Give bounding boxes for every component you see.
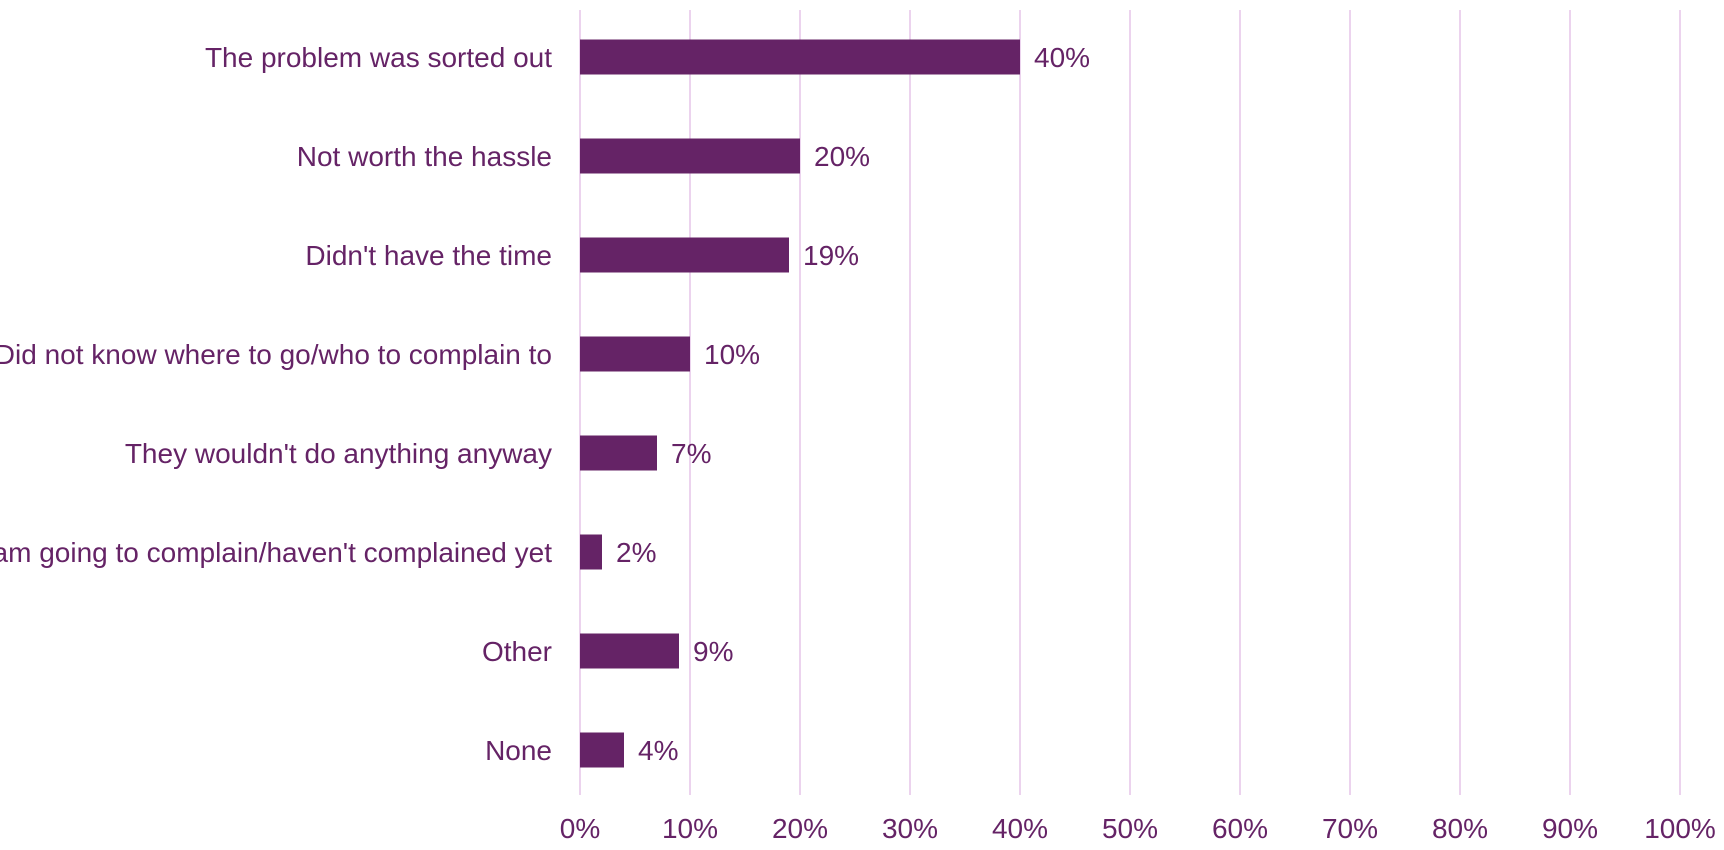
data-label: 9% <box>693 636 733 667</box>
x-tick-label: 30% <box>882 813 938 844</box>
category-label: The problem was sorted out <box>205 42 552 73</box>
data-label: 40% <box>1034 42 1090 73</box>
x-tick-label: 80% <box>1432 813 1488 844</box>
bar <box>580 534 602 570</box>
x-tick-label: 70% <box>1322 813 1378 844</box>
category-label: Did not know where to go/who to complain… <box>0 339 552 370</box>
data-label: 7% <box>671 438 711 469</box>
category-label: Not worth the hassle <box>297 141 552 172</box>
bars <box>580 39 1020 768</box>
value-labels: 40% 20% 19% 10% 7% 2% 9% 4% <box>616 42 1090 766</box>
x-tick-label: 100% <box>1644 813 1716 844</box>
bar <box>580 237 789 273</box>
category-label: I am going to complain/haven't complaine… <box>0 537 552 568</box>
category-label: Other <box>482 636 552 667</box>
bar <box>580 435 657 471</box>
x-tick-label: 90% <box>1542 813 1598 844</box>
category-label: They wouldn't do anything anyway <box>125 438 552 469</box>
data-label: 20% <box>814 141 870 172</box>
data-label: 2% <box>616 537 656 568</box>
category-label: None <box>485 735 552 766</box>
x-tick-label: 50% <box>1102 813 1158 844</box>
category-labels: The problem was sorted out Not worth the … <box>0 42 552 766</box>
gridlines <box>579 10 1681 795</box>
x-tick-label: 0% <box>560 813 600 844</box>
data-label: 4% <box>638 735 678 766</box>
x-tick-label: 20% <box>772 813 828 844</box>
bar <box>580 138 800 174</box>
bar <box>580 633 679 669</box>
x-axis-tick-labels: 0% 10% 20% 30% 40% 50% 60% 70% 80% 90% 100% <box>560 813 1716 844</box>
bar <box>580 39 1020 75</box>
data-label: 10% <box>704 339 760 370</box>
data-label: 19% <box>803 240 859 271</box>
x-tick-label: 60% <box>1212 813 1268 844</box>
bar <box>580 732 624 768</box>
x-tick-label: 10% <box>662 813 718 844</box>
category-label: Didn't have the time <box>305 240 552 271</box>
bar <box>580 336 690 372</box>
x-tick-label: 40% <box>992 813 1048 844</box>
